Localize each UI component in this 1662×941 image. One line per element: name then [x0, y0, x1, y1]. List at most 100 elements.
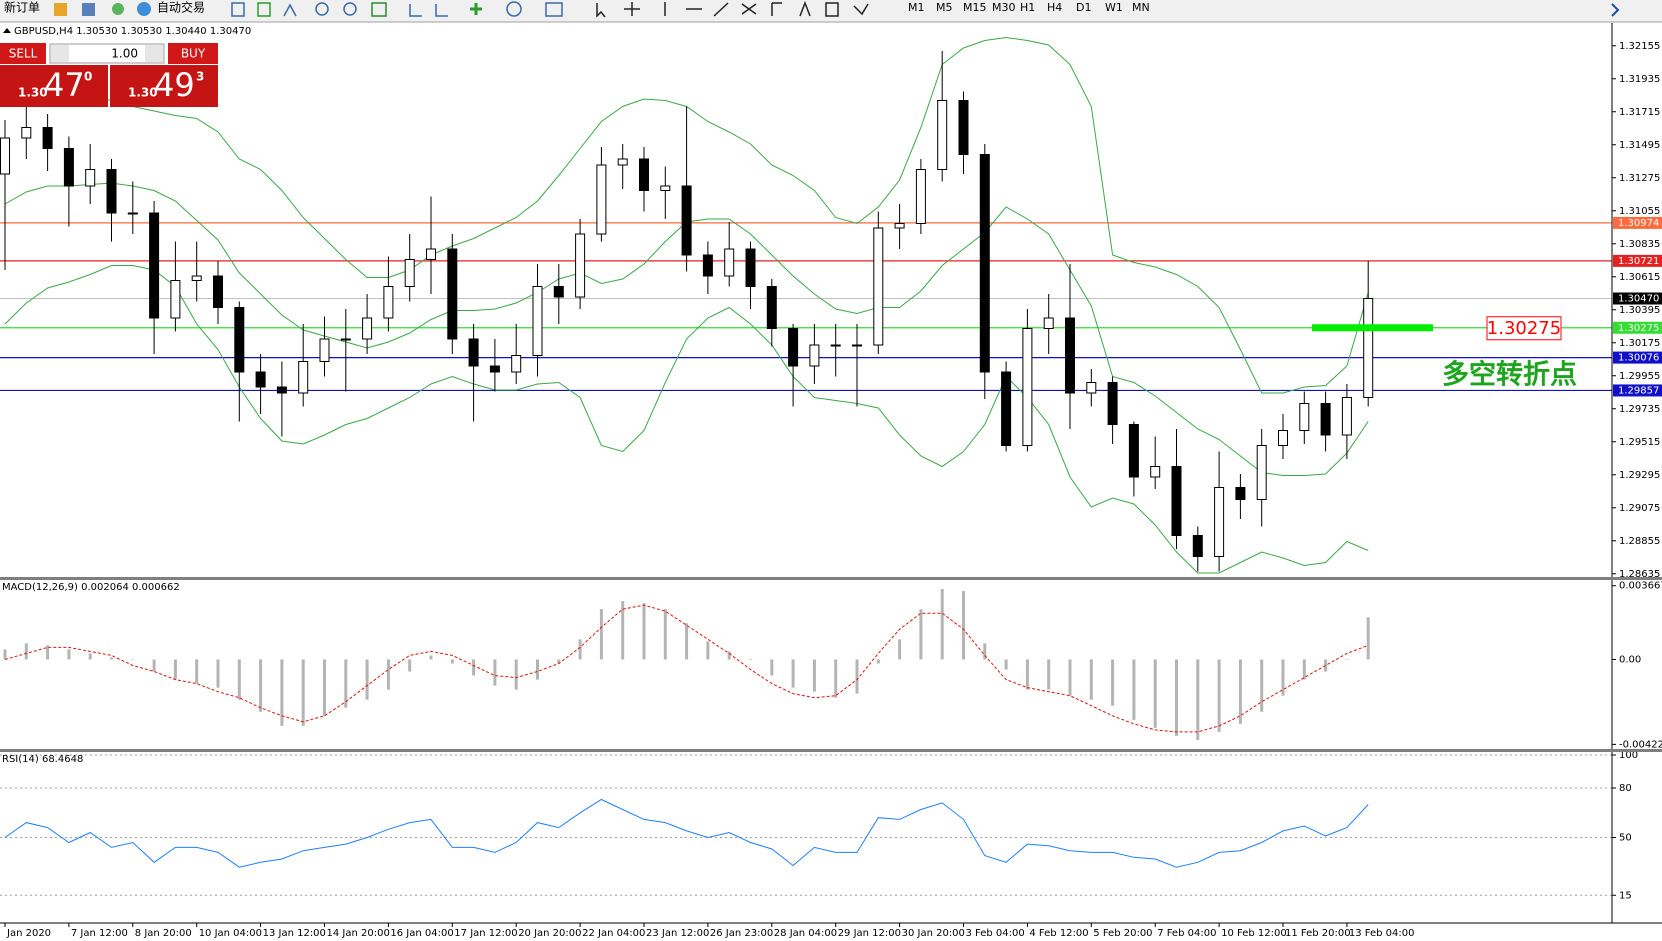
macd-bar: [110, 657, 113, 660]
icon[interactable]: [343, 2, 357, 16]
macd-bar: [1175, 659, 1178, 736]
icon[interactable]: [771, 2, 782, 16]
icon[interactable]: [506, 1, 522, 17]
candle-body: [0, 137, 10, 175]
timeframe-button[interactable]: W1: [1105, 1, 1123, 14]
buy-button[interactable]: [168, 43, 218, 64]
icon[interactable]: [470, 3, 482, 15]
timeframe-button[interactable]: H1: [1020, 1, 1035, 14]
level-tag-label: 1.30076: [1618, 353, 1659, 364]
candle-body: [958, 100, 969, 155]
buy-price-point: 3: [196, 70, 204, 84]
macd-bar: [365, 659, 369, 700]
timeframe-button[interactable]: M15: [963, 1, 987, 14]
icon[interactable]: [82, 3, 95, 16]
candle-body: [1214, 487, 1225, 557]
y-tick-label: 15: [1619, 890, 1632, 901]
sell-button[interactable]: [0, 43, 46, 64]
icon[interactable]: [283, 3, 297, 17]
auto-trading-icon[interactable]: [137, 2, 151, 16]
x-tick-label: 4 Feb 12:00: [1029, 928, 1088, 939]
timeframe-button[interactable]: M5: [936, 1, 953, 14]
buy-price-pips: 49: [154, 66, 195, 104]
macd-bar: [536, 659, 539, 680]
icon[interactable]: [371, 2, 387, 17]
buy-label[interactable]: BUY: [181, 47, 206, 61]
timeframe-button[interactable]: MN: [1132, 1, 1150, 14]
timeframe-button[interactable]: D1: [1076, 1, 1091, 14]
candle-body: [234, 307, 245, 373]
lot-decrease[interactable]: [51, 45, 69, 62]
y-tick-label: 1.29955: [1619, 371, 1660, 382]
macd-bar: [493, 659, 497, 686]
timeframe-button[interactable]: M30: [992, 1, 1016, 14]
callout-value: 1.30275: [1487, 318, 1561, 339]
y-tick-label: 1.31055: [1619, 206, 1660, 217]
x-tick-label: 26 Jan 23:00: [710, 928, 773, 939]
y-tick-label: 1.29075: [1619, 503, 1660, 514]
x-tick-label: 22 Jan 04:00: [582, 928, 645, 939]
candle-body: [1022, 328, 1033, 446]
sell-price-box[interactable]: [0, 65, 108, 107]
macd-bar: [962, 591, 965, 660]
auto-trading-button[interactable]: 自动交易: [157, 0, 205, 15]
lot-value[interactable]: 1.00: [111, 47, 138, 61]
icon[interactable]: [799, 0, 811, 17]
timeframe-button[interactable]: H4: [1047, 1, 1062, 14]
y-tick-label: -0.00422: [1619, 739, 1662, 750]
new-order-button[interactable]: 新订单: [4, 0, 40, 15]
x-tick-label: 8 Jan 20:00: [135, 928, 192, 939]
x-tick-label: 7 Jan 12:00: [71, 928, 128, 939]
lot-increase[interactable]: [145, 45, 163, 62]
macd-bar: [1111, 659, 1115, 706]
candle-body: [532, 286, 543, 356]
buy-price-box[interactable]: [110, 65, 218, 107]
lot-input[interactable]: [49, 43, 165, 64]
icon[interactable]: [315, 2, 329, 16]
macd-bar: [173, 659, 177, 680]
sell-label[interactable]: SELL: [9, 47, 38, 61]
macd-bar: [1260, 659, 1264, 712]
y-tick-label: 0.00: [1619, 654, 1641, 665]
y-tick-label: 100: [1619, 750, 1638, 761]
candle-body: [788, 328, 799, 367]
icon[interactable]: [435, 4, 448, 17]
macd-bar: [67, 649, 71, 660]
level-tag: [1613, 216, 1662, 229]
x-tick-label: 29 Jan 12:00: [838, 928, 901, 939]
candle-body: [319, 338, 330, 362]
candle-body: [894, 223, 905, 229]
icon[interactable]: [409, 4, 422, 17]
icon[interactable]: [624, 2, 640, 16]
icon[interactable]: [257, 2, 271, 17]
macd-bar: [344, 659, 348, 708]
y-tick-label: 1.31715: [1619, 107, 1660, 118]
candle-body: [1171, 466, 1182, 536]
icon[interactable]: [231, 2, 245, 17]
icon[interactable]: [545, 2, 563, 17]
candle-body: [809, 344, 820, 367]
level-tag: [1613, 321, 1662, 334]
icon[interactable]: [596, 3, 606, 18]
icon[interactable]: [741, 3, 757, 15]
macd-bar: [1345, 659, 1349, 660]
macd-bar: [1302, 659, 1306, 680]
y-tick-label: 1.29515: [1619, 437, 1660, 448]
x-tick-label: 10 Jan 04:00: [199, 928, 262, 939]
icon[interactable]: [713, 2, 729, 17]
icon[interactable]: [54, 3, 67, 16]
candle-body: [63, 148, 74, 187]
candle-body: [106, 169, 117, 214]
macd-bar: [876, 659, 880, 664]
icon[interactable]: [825, 2, 839, 17]
icon[interactable]: [853, 3, 869, 16]
icon[interactable]: [112, 3, 124, 15]
collapse-icon[interactable]: [3, 28, 11, 33]
candle-body: [362, 317, 373, 340]
timeframe-button[interactable]: M1: [908, 1, 925, 14]
candle-body: [21, 127, 32, 139]
y-tick-label: 1.28635: [1619, 569, 1660, 580]
candle-body: [404, 259, 415, 287]
icon[interactable]: [1611, 3, 1620, 17]
callout-bar: [1312, 324, 1433, 332]
